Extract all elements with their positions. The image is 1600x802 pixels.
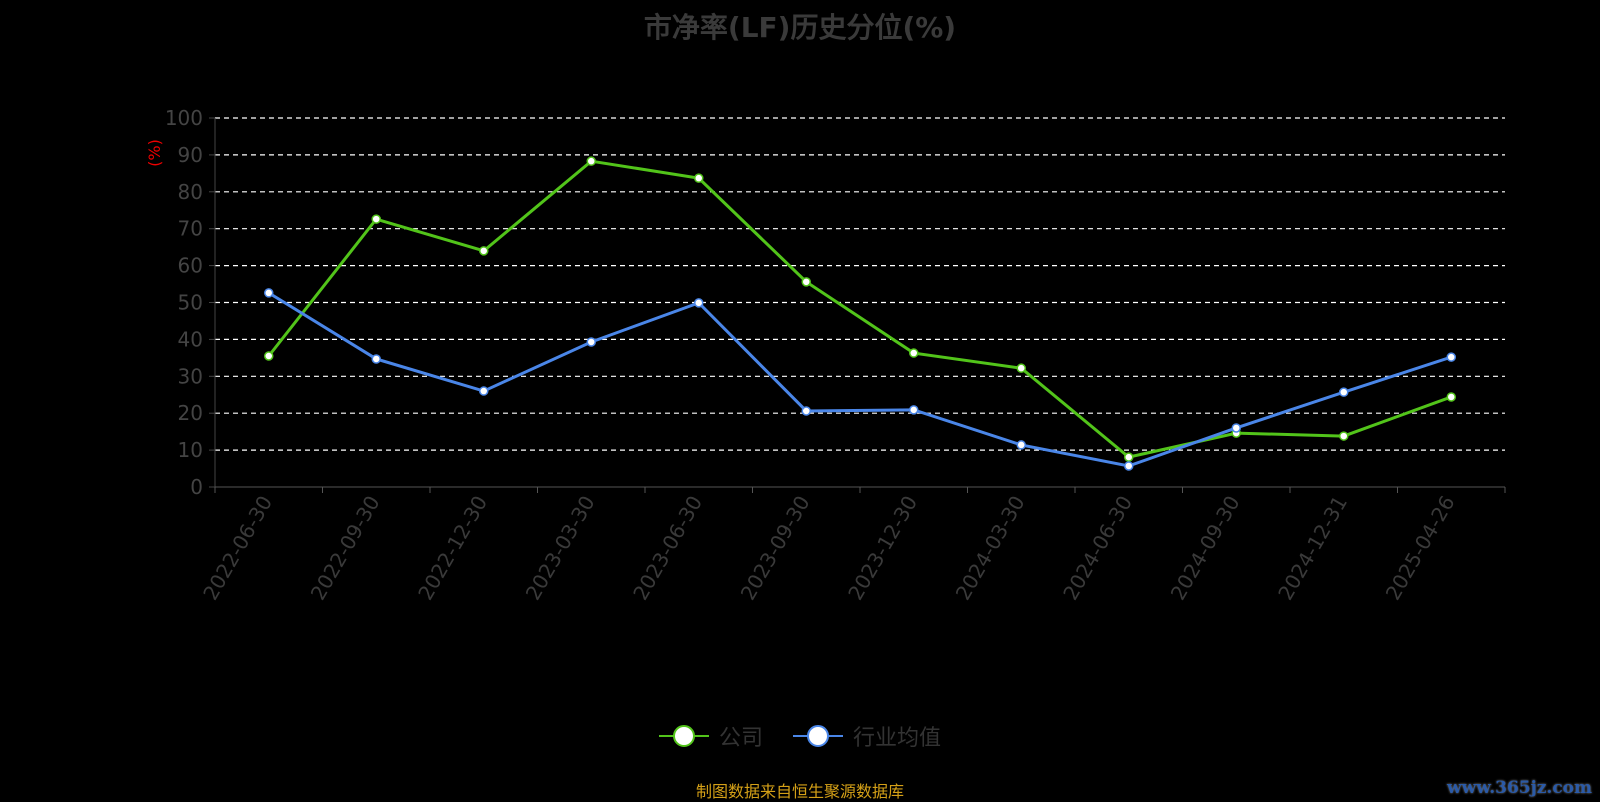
data-point [694, 173, 704, 183]
legend-marker-icon [793, 725, 843, 747]
data-point [909, 348, 919, 358]
data-point [264, 288, 274, 298]
data-point [801, 277, 811, 287]
y-tick-label: 30 [178, 364, 203, 388]
y-tick-label: 80 [178, 180, 203, 204]
x-tick-label: 2024-06-30 [1058, 492, 1137, 605]
y-tick-label: 0 [190, 475, 203, 499]
data-point [1016, 440, 1026, 450]
x-tick-label: 2024-09-30 [1166, 492, 1245, 605]
data-point [479, 386, 489, 396]
y-axis-label: (%) [145, 139, 164, 167]
x-tick-label: 2022-12-30 [413, 492, 492, 605]
y-tick-label: 40 [178, 327, 203, 351]
x-tick-label: 2025-04-26 [1381, 492, 1460, 605]
data-point [586, 156, 596, 166]
x-tick-label: 2023-03-30 [521, 492, 600, 605]
data-point [1124, 461, 1134, 471]
data-point [1339, 387, 1349, 397]
data-point [371, 354, 381, 364]
data-point [1446, 392, 1456, 402]
data-point [694, 298, 704, 308]
data-point [586, 337, 596, 347]
legend-item[interactable]: 行业均值 [793, 720, 941, 752]
chart-title: 市净率(LF)历史分位(%) [643, 11, 957, 44]
data-point [479, 246, 489, 256]
y-tick-label: 50 [178, 291, 203, 315]
legend-item[interactable]: 公司 [658, 720, 763, 752]
y-tick-label: 90 [178, 143, 203, 167]
x-tick-label: 2023-06-30 [628, 492, 707, 605]
data-point [909, 405, 919, 415]
legend-label: 公司 [718, 726, 763, 751]
data-point [1339, 431, 1349, 441]
x-tick-label: 2024-12-31 [1273, 492, 1352, 605]
data-point [1231, 423, 1241, 433]
x-tick-label: 2022-06-30 [198, 492, 277, 605]
series-line-1 [267, 291, 1452, 468]
x-tick-label: 2023-09-30 [736, 492, 815, 605]
y-tick-label: 100 [165, 106, 203, 130]
watermark: www.365jz.com [1447, 778, 1592, 798]
legend-label: 行业均值 [853, 726, 942, 751]
data-point [1124, 452, 1134, 462]
y-tick-label: 70 [178, 217, 203, 241]
x-tick-label: 2022-09-30 [306, 492, 385, 605]
y-tick-label: 20 [178, 401, 203, 425]
data-point [1446, 352, 1456, 362]
x-tick-label: 2023-12-30 [843, 492, 922, 605]
data-point [1016, 363, 1026, 373]
series-line-0 [267, 159, 1452, 459]
y-tick-label: 10 [178, 438, 203, 462]
x-tick-label: 2024-03-30 [951, 492, 1030, 605]
legend-marker-icon [658, 725, 709, 747]
data-point [371, 214, 381, 224]
data-point [801, 406, 811, 416]
data-point [264, 351, 274, 361]
source-note: 制图数据来自恒生聚源数据库 [695, 782, 904, 801]
y-tick-label: 60 [178, 254, 203, 278]
legend: 公司 行业均值 [0, 720, 1600, 752]
